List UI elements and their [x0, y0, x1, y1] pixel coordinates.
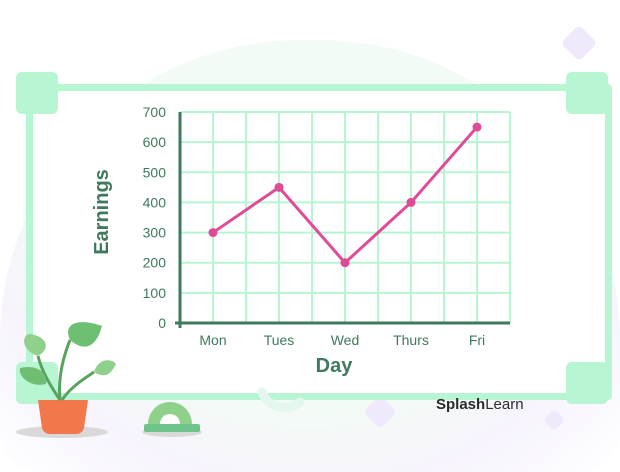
x-tick-label: Fri	[469, 332, 485, 348]
y-tick-label: 100	[143, 285, 167, 301]
plant-illustration	[16, 322, 116, 438]
data-point	[406, 197, 416, 207]
data-point	[472, 122, 482, 132]
y-tick-label: 200	[143, 255, 167, 271]
axes	[175, 112, 510, 328]
splashlearn-logo: SplashLearn	[436, 396, 524, 413]
frame-corner-top-right	[566, 72, 608, 114]
x-axis-title: Day	[316, 355, 354, 377]
frame-corner-top-left	[16, 72, 58, 114]
frame-corner-bottom-right	[566, 362, 608, 404]
x-tick-label: Tues	[264, 332, 295, 348]
ring-decor	[257, 387, 305, 413]
data-point	[208, 228, 218, 238]
y-tick-label: 300	[143, 225, 167, 241]
protractor-illustration	[142, 402, 202, 437]
data-point	[340, 258, 350, 268]
y-tick-label: 500	[143, 164, 167, 180]
y-axis-title: Earnings	[91, 169, 113, 255]
series	[208, 122, 482, 268]
y-tick-labels: 0 100 200 300 400 500 600 700	[143, 104, 167, 331]
y-tick-label: 700	[143, 104, 167, 120]
y-tick-label: 400	[143, 194, 167, 210]
x-tick-label: Thurs	[393, 332, 429, 348]
x-tick-labels: Mon Tues Wed Thurs Fri	[199, 332, 485, 348]
y-tick-label: 0	[158, 315, 166, 331]
x-tick-label: Wed	[331, 332, 360, 348]
x-tick-label: Mon	[199, 332, 226, 348]
y-tick-label: 600	[143, 134, 167, 150]
chart-frame	[26, 84, 612, 400]
data-point	[274, 182, 284, 192]
